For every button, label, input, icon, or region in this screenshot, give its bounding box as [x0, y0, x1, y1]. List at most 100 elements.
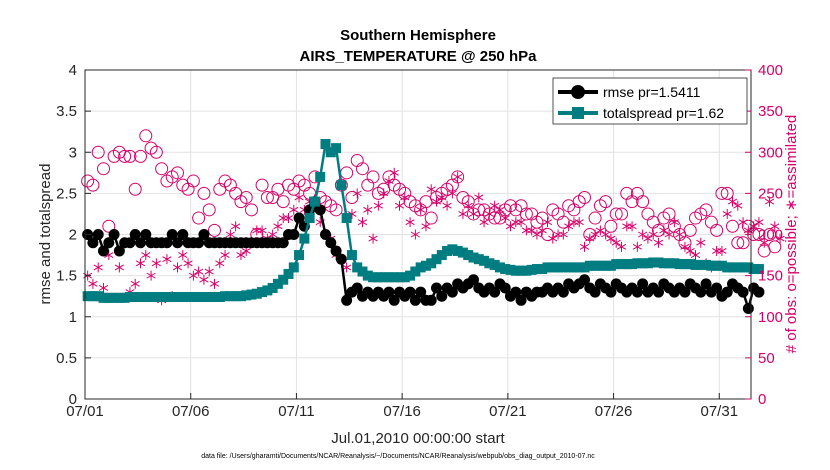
x-tick-label: 07/31 — [701, 403, 739, 420]
assimilated-obs-marker — [601, 229, 611, 240]
rmse-marker — [700, 278, 712, 290]
assimilated-obs-marker — [696, 237, 706, 248]
totalspread-marker — [558, 262, 569, 273]
rmse-marker — [103, 237, 115, 249]
rmse-marker — [631, 286, 643, 298]
totalspread-marker — [331, 143, 342, 154]
rmse-marker — [193, 237, 205, 249]
assimilated-obs-marker — [759, 237, 769, 248]
rmse-marker — [510, 286, 522, 298]
totalspread-marker — [600, 260, 611, 271]
assimilated-obs-marker — [680, 241, 690, 252]
totalspread-marker — [288, 262, 299, 273]
y-right-tick-label: 100 — [758, 309, 783, 326]
legend: rmse pr=1.5411 totalspread pr=1.62 — [552, 77, 748, 125]
totalspread-marker — [648, 257, 659, 268]
possible-obs-marker — [488, 211, 502, 225]
x-tick-label: 07/06 — [172, 403, 210, 420]
possible-obs-marker — [102, 219, 116, 233]
rmse-marker — [446, 286, 458, 298]
assimilated-obs-marker — [453, 171, 463, 182]
legend-spread-label: totalspread pr=1.62 — [603, 105, 724, 121]
rmse-marker — [415, 286, 427, 298]
rmse-marker — [431, 282, 442, 294]
totalspread-marker — [716, 260, 727, 271]
possible-obs-marker — [599, 195, 613, 209]
assimilated-obs-marker — [257, 225, 267, 236]
assimilated-obs-marker — [727, 196, 738, 207]
possible-obs-marker — [768, 240, 782, 254]
totalspread-marker — [410, 266, 421, 277]
assimilated-obs-marker — [178, 250, 188, 261]
totalspread-marker — [690, 259, 701, 270]
assimilated-obs-marker — [283, 213, 294, 224]
assimilated-obs-marker — [236, 250, 246, 261]
possible-obs-marker — [239, 190, 253, 204]
rmse-marker — [605, 286, 617, 298]
chart-subtitle: AIRS_TEMPERATURE @ 250 hPa — [300, 48, 538, 65]
rmse-marker — [341, 294, 353, 306]
y-tick-label: 1.5 — [56, 268, 77, 285]
rmse-marker — [388, 294, 400, 306]
rmse-marker — [721, 286, 733, 298]
assimilated-obs-marker — [770, 221, 780, 232]
y-tick-label: 4 — [69, 62, 77, 79]
totalspread-marker — [315, 171, 326, 182]
totalspread-marker — [262, 285, 273, 296]
rmse-marker — [711, 282, 723, 294]
rmse-marker — [320, 229, 331, 240]
assimilated-obs-marker — [146, 270, 156, 281]
assimilated-obs-marker — [500, 213, 510, 224]
possible-obs-marker — [715, 186, 729, 200]
rmse-marker — [177, 229, 189, 240]
totalspread-marker — [753, 264, 764, 275]
possible-obs-marker — [736, 236, 750, 250]
totalspread-marker — [415, 262, 426, 273]
totalspread-marker — [653, 257, 664, 268]
assimilated-obs-marker — [289, 204, 299, 215]
assimilated-obs-marker — [590, 229, 600, 240]
totalspread-marker — [542, 262, 553, 273]
y-tick-label: 3.5 — [56, 103, 77, 120]
rmse-marker — [637, 278, 649, 290]
assimilated-obs-marker — [130, 278, 140, 289]
totalspread-marker — [447, 244, 458, 255]
totalspread-marker — [241, 290, 252, 301]
totalspread-marker — [346, 250, 357, 261]
totalspread-marker — [563, 262, 574, 273]
totalspread-marker — [574, 262, 585, 273]
totalspread-marker — [193, 292, 204, 303]
assimilated-obs-marker — [141, 250, 151, 261]
totalspread-marker — [658, 258, 669, 269]
assimilated-obs-marker — [643, 233, 653, 244]
totalspread-marker — [183, 292, 194, 303]
rmse-marker — [404, 286, 416, 298]
possible-obs-marker — [149, 145, 163, 159]
y-tick-label: 0 — [69, 391, 77, 408]
y-tick-label: 2.5 — [56, 185, 77, 202]
axes: 07/01 07/06 07/11 07/16 07/21 07/26 07/31 0 0.5 1… — [56, 62, 783, 420]
rmse-marker — [409, 294, 421, 306]
assimilated-obs-marker — [93, 262, 103, 273]
assimilated-obs-marker — [722, 208, 732, 219]
assimilated-obs-marker — [764, 196, 775, 207]
totalspread-marker — [531, 264, 542, 275]
possible-obs-marker — [763, 228, 776, 241]
chart-title: Southern Hemisphere — [340, 27, 496, 44]
legend-spread-marker — [572, 107, 584, 119]
assimilated-obs-marker — [537, 225, 547, 236]
totalspread-marker — [701, 259, 712, 270]
assimilated-obs-marker — [505, 221, 516, 232]
rmse-marker — [737, 286, 749, 298]
possible-obs-marker — [720, 186, 734, 200]
rmse-marker — [351, 282, 363, 294]
x-axis-label: Jul.01,2010 00:00:00 start — [331, 430, 505, 447]
possible-obs-marker — [604, 219, 618, 233]
assimilated-obs-marker — [606, 233, 616, 244]
totalspread-marker — [98, 292, 109, 303]
totalspread-marker — [267, 282, 278, 293]
totalspread-marker — [595, 260, 606, 271]
possible-obs-marker — [424, 211, 438, 225]
totalspread-marker — [685, 259, 696, 270]
